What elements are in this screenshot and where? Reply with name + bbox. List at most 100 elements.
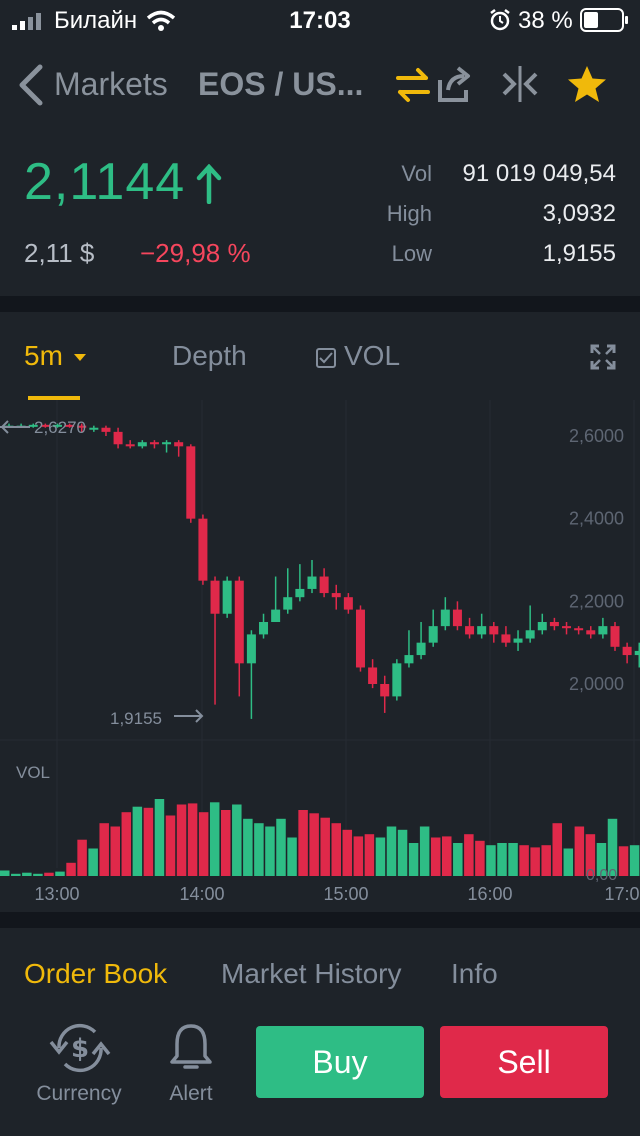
price-change: −29,98 %: [140, 238, 251, 268]
volume-bar: [88, 848, 98, 876]
candlestick-chart[interactable]: 2,6000 2,4000 2,2000 2,0000 13:00 14:00 15:00…: [0, 400, 640, 912]
checkbox-icon[interactable]: [316, 348, 336, 368]
candle-body: [404, 655, 414, 664]
volume-bar: [629, 845, 640, 876]
last-price: 2,1144: [24, 153, 186, 211]
sell-button[interactable]: Sell: [440, 1026, 608, 1098]
volume-bar: [254, 823, 264, 876]
alert-button[interactable]: Alert: [141, 1022, 241, 1112]
volume-bar: [541, 845, 551, 876]
volume-bar: [486, 845, 496, 876]
pair-title[interactable]: EOS / US...: [198, 66, 364, 102]
volume-bar: [121, 812, 132, 876]
candle-body: [537, 622, 547, 631]
volume-bars: [0, 799, 640, 876]
x-tick-label: 13:00: [34, 884, 79, 904]
volume-bar: [154, 799, 165, 876]
candle-body: [368, 667, 378, 684]
candle-body: [174, 442, 184, 447]
candle-body: [52, 424, 62, 427]
compare-icon[interactable]: [500, 66, 540, 102]
candle-body: [477, 626, 487, 635]
candle-body: [307, 576, 317, 589]
volume-bar: [596, 843, 607, 876]
y-tick-label: 2,4000: [569, 509, 624, 529]
carrier-label: Билайн: [54, 7, 138, 34]
back-chevron-icon[interactable]: [16, 64, 44, 106]
high-value: 3,0932: [542, 200, 616, 227]
low-marker: 1,9155: [110, 709, 204, 728]
volume-bar: [375, 837, 386, 876]
fullscreen-icon[interactable]: [590, 344, 616, 370]
volume-bar: [353, 836, 364, 876]
candle-body: [149, 442, 159, 445]
share-icon[interactable]: [436, 64, 472, 104]
volume-bar: [508, 843, 518, 876]
volume-bar: [618, 846, 629, 876]
currency-label: Currency: [36, 1082, 122, 1105]
nav-bar: Markets EOS / US...: [0, 40, 640, 128]
volume-bar: [77, 839, 87, 876]
candle-body: [622, 646, 632, 656]
vol-title: VOL: [16, 763, 50, 782]
volume-bar: [132, 806, 143, 876]
vol-label: Vol: [401, 161, 432, 186]
volume-bar: [187, 803, 198, 876]
candle-body: [271, 609, 281, 622]
volume-bar: [176, 804, 187, 876]
volume-bar: [66, 862, 76, 876]
tab-depth[interactable]: Depth: [172, 340, 247, 371]
candle-body: [234, 580, 244, 664]
volume-bar: [22, 872, 32, 876]
volume-bar: [397, 829, 408, 876]
tab-order-book[interactable]: Order Book: [24, 958, 168, 989]
candle-body: [331, 593, 341, 598]
volume-bar: [408, 843, 419, 876]
ticker-summary: 2,1144 2,11 $ −29,98 % Vol 91 019 049,54…: [0, 128, 640, 296]
candle-body: [549, 622, 559, 627]
buy-button[interactable]: Buy: [256, 1026, 424, 1098]
y-tick-label: 2,2000: [569, 591, 624, 611]
currency-button[interactable]: $ Currency: [29, 1022, 129, 1112]
candle-body: [355, 609, 365, 668]
volume-bar: [143, 807, 154, 876]
candles: [4, 423, 640, 719]
volume-bar: [165, 815, 176, 876]
volume-bar: [386, 826, 397, 876]
candle-body: [634, 650, 640, 656]
x-tick-label: 16:00: [467, 884, 512, 904]
signal-icon: [12, 13, 41, 30]
swap-icon[interactable]: [396, 66, 430, 104]
candle-body: [319, 576, 329, 594]
volume-bar: [497, 843, 507, 876]
interval-selector[interactable]: 5m: [24, 340, 87, 372]
vol-axis-label: 0,00: [586, 867, 617, 884]
x-tick-label: 17:0: [604, 884, 639, 904]
back-button[interactable]: Markets: [54, 66, 168, 102]
y-tick-label: 2,6000: [569, 426, 624, 446]
volume-bar: [585, 834, 596, 876]
candle-body: [125, 444, 135, 447]
tab-market-history[interactable]: Market History: [221, 958, 402, 989]
high-marker: 2,6270: [0, 418, 86, 437]
clock: 17:03: [289, 7, 351, 34]
tab-info[interactable]: Info: [451, 958, 498, 989]
candle-body: [89, 427, 99, 430]
x-axis-labels: 13:00 14:00 15:00 16:00 17:0: [34, 884, 639, 904]
price-up-arrow-icon: [196, 164, 222, 204]
chart-tabs: 5m Depth VOL: [0, 312, 640, 400]
candle-body: [343, 597, 353, 610]
volume-bar: [320, 817, 330, 876]
candle-body: [452, 609, 462, 627]
candle-body: [586, 630, 596, 635]
favorite-star-icon[interactable]: [566, 64, 608, 104]
volume-bar: [519, 845, 529, 876]
candle-body: [186, 446, 196, 519]
candle-body: [465, 626, 475, 635]
low-value: 1,9155: [542, 240, 616, 267]
y-tick-label: 2,0000: [569, 674, 624, 694]
candle-body: [101, 427, 111, 432]
tab-vol[interactable]: VOL: [344, 340, 401, 371]
volume-bar: [55, 871, 65, 876]
volume-bar: [287, 837, 297, 876]
